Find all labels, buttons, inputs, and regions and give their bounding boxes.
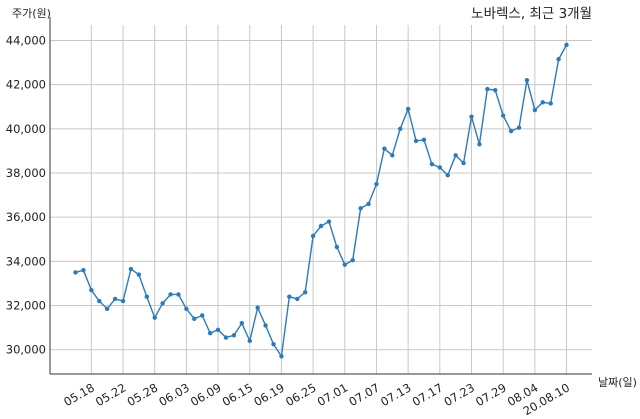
data-point: [413, 138, 419, 144]
data-point: [540, 100, 545, 105]
data-point: [421, 137, 427, 143]
data-point: [104, 306, 110, 312]
data-point: [366, 201, 371, 207]
x-tick-label: 05.18: [61, 380, 97, 409]
data-point: [437, 165, 443, 170]
x-tick-label: 07.07: [346, 380, 382, 409]
data-point: [120, 298, 126, 304]
data-point: [176, 292, 181, 297]
data-point: [128, 266, 134, 272]
data-point: [302, 290, 308, 295]
data-point: [524, 78, 530, 83]
x-tick-label: 06.15: [220, 380, 256, 409]
data-point: [516, 125, 522, 130]
data-point: [152, 315, 157, 320]
series-line: [75, 44, 568, 358]
y-tick-label: 30,000: [6, 343, 46, 357]
data-point: [223, 335, 229, 340]
data-point: [112, 296, 118, 302]
data-point: [279, 354, 284, 359]
data-point: [136, 272, 142, 277]
data-point: [184, 306, 189, 312]
x-tick-label: 06.25: [283, 380, 319, 409]
data-point: [382, 146, 387, 151]
data-point: [556, 57, 561, 62]
y-tick-label: 42,000: [6, 78, 46, 92]
data-point: [160, 301, 165, 306]
y-tick-label: 36,000: [6, 210, 46, 224]
data-point: [548, 101, 553, 106]
y-tick-label: 32,000: [6, 299, 46, 313]
data-point: [445, 173, 450, 178]
data-point: [215, 327, 221, 333]
x-axis-title: 날짜(일): [598, 375, 637, 389]
data-point: [231, 333, 237, 338]
data-point: [398, 126, 403, 132]
data-point: [271, 341, 276, 347]
data-point: [532, 107, 538, 113]
data-point: [81, 267, 86, 273]
data-point: [263, 323, 268, 328]
data-point: [326, 219, 332, 224]
x-tick-label: 07.23: [441, 380, 477, 409]
data-point: [97, 298, 102, 304]
x-tick-label: 05.28: [125, 380, 161, 409]
data-point: [461, 160, 466, 166]
data-point: [390, 153, 395, 158]
data-point: [342, 262, 347, 267]
data-point: [469, 114, 474, 119]
data-point: [453, 153, 458, 158]
data-point: [493, 87, 498, 93]
x-tick-label: 07.29: [473, 380, 509, 409]
data-point: [207, 330, 213, 336]
y-axis-title: 주가(원): [12, 7, 51, 20]
y-tick-label: 40,000: [6, 122, 46, 136]
data-point: [374, 181, 379, 187]
data-point: [89, 287, 94, 293]
data-point: [239, 321, 245, 326]
x-tick-label: 07.17: [410, 380, 446, 409]
data-point: [73, 270, 78, 275]
y-tick-label: 38,000: [6, 166, 46, 180]
x-tick-label: 06.03: [156, 380, 192, 409]
data-point: [247, 338, 252, 344]
data-point: [564, 42, 569, 48]
data-point: [334, 244, 340, 250]
data-point: [168, 292, 173, 297]
data-point: [144, 294, 149, 299]
data-point: [508, 128, 514, 134]
data-point: [200, 313, 205, 318]
price-series: [73, 42, 569, 359]
data-point: [429, 161, 435, 167]
x-tick-label: 07.13: [378, 380, 414, 409]
x-tick-label: 06.09: [188, 380, 224, 409]
chart-title: 노바렉스, 최근 3개월: [471, 6, 592, 22]
data-point: [500, 113, 506, 118]
data-point: [295, 296, 300, 302]
data-point: [405, 106, 411, 112]
x-tick-label: 07.01: [315, 380, 351, 409]
data-point: [310, 233, 316, 239]
x-tick-label: 06.19: [251, 380, 287, 409]
x-tick-label: 05.22: [93, 380, 129, 409]
data-point: [192, 316, 197, 321]
data-point: [485, 86, 490, 92]
gridlines: [50, 25, 592, 374]
data-point: [287, 294, 292, 299]
y-tick-label: 34,000: [6, 254, 46, 268]
y-tick-label: 44,000: [6, 33, 46, 47]
data-point: [255, 305, 260, 310]
data-point: [358, 206, 363, 211]
data-point: [350, 258, 355, 263]
axes: [49, 17, 592, 375]
data-point: [477, 142, 482, 147]
data-point: [318, 223, 324, 229]
